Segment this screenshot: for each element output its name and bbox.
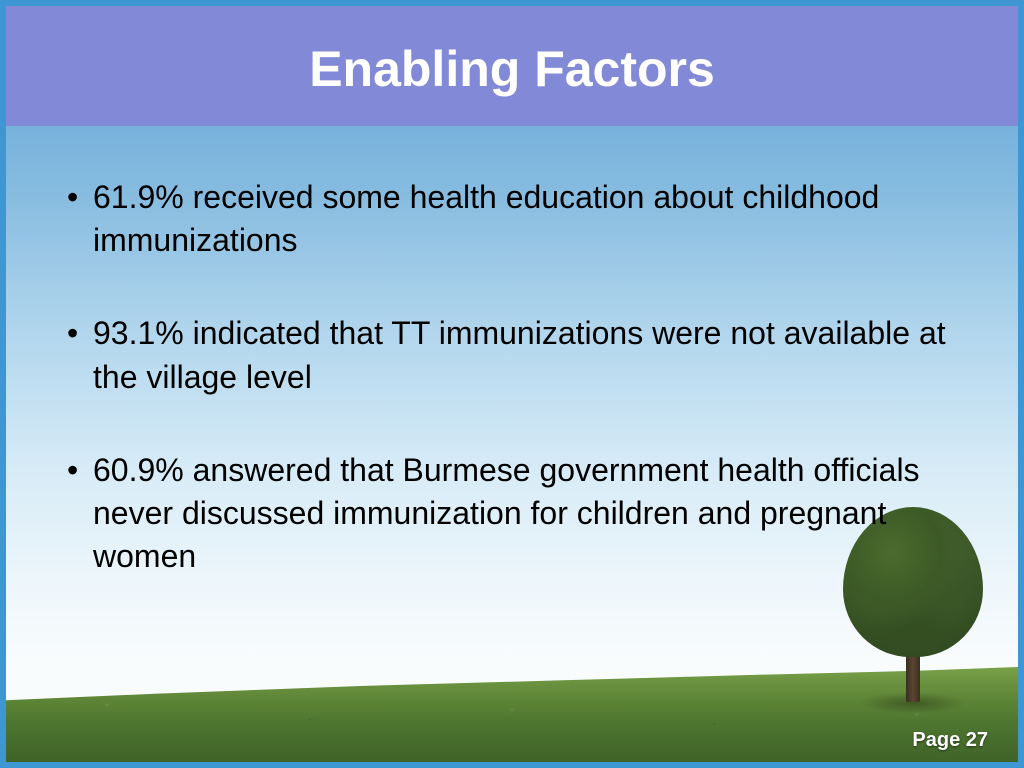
content-area: • 61.9% received some health education a… xyxy=(61,176,963,628)
slide: Enabling Factors • 61.9% received some h… xyxy=(0,0,1024,768)
bullet-text: 60.9% answered that Burmese government h… xyxy=(93,449,963,579)
bullet-item: • 93.1% indicated that TT immunizations … xyxy=(61,312,963,398)
page-number: Page 27 xyxy=(912,729,988,752)
bullet-dot-icon: • xyxy=(61,176,93,219)
title-bar: Enabling Factors xyxy=(6,6,1018,126)
bullet-item: • 60.9% answered that Burmese government… xyxy=(61,449,963,579)
bullet-text: 61.9% received some health education abo… xyxy=(93,176,963,262)
bullet-item: • 61.9% received some health education a… xyxy=(61,176,963,262)
bullet-dot-icon: • xyxy=(61,312,93,355)
bullet-dot-icon: • xyxy=(61,449,93,492)
slide-title: Enabling Factors xyxy=(309,40,715,98)
bullet-text: 93.1% indicated that TT immunizations we… xyxy=(93,312,963,398)
